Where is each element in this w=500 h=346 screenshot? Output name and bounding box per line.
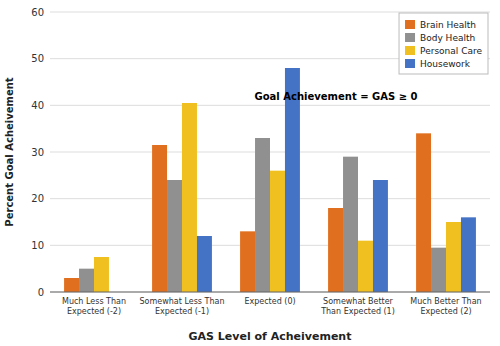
legend-label: Body Health xyxy=(420,33,475,43)
x-tick-label-line: Somewhat Better xyxy=(323,297,393,306)
bar xyxy=(255,138,270,292)
y-tick-label: 30 xyxy=(31,147,44,158)
x-tick-label-line: Than Expected (1) xyxy=(320,307,395,316)
legend-label: Housework xyxy=(420,59,471,69)
annotation: Goal Achievement = GAS ≥ 0 xyxy=(255,91,418,102)
bar xyxy=(416,133,431,292)
y-tick-label: 60 xyxy=(31,7,44,18)
legend-swatch xyxy=(405,33,415,42)
grid-line xyxy=(50,12,490,13)
bar xyxy=(182,103,197,292)
x-tick-label-line: Expected (2) xyxy=(420,307,471,316)
x-tick-label: Expected (0) xyxy=(244,297,295,306)
legend-swatch xyxy=(405,59,415,68)
y-tick-label: 0 xyxy=(38,287,44,298)
bar xyxy=(94,257,109,292)
bar xyxy=(373,180,388,292)
chart: 0 10 20 30 40 50 60 Much Less ThanExpected (-2)… xyxy=(0,0,500,346)
x-tick-label-line: Expected (0) xyxy=(244,297,295,306)
x-tick-label: Much Less ThanExpected (-2) xyxy=(62,297,126,316)
x-axis-line xyxy=(50,292,490,293)
x-tick-label: Somewhat BetterThan Expected (1) xyxy=(320,297,395,316)
legend-swatch xyxy=(405,46,415,55)
x-tick-label-line: Much Better Than xyxy=(410,297,481,306)
legend-label: Brain Health xyxy=(420,20,476,30)
bar xyxy=(285,68,300,292)
x-axis-label: GAS Level of Acheivement xyxy=(189,330,352,343)
bars xyxy=(64,68,476,292)
grid-line xyxy=(50,105,490,106)
bar xyxy=(167,180,182,292)
bar xyxy=(197,236,212,292)
x-tick-label-line: Expected (-1) xyxy=(155,307,209,316)
legend: Brain Health Body Health Personal Care Hous… xyxy=(399,13,488,74)
x-tick-label-line: Much Less Than xyxy=(62,297,126,306)
x-tick-label: Much Better ThanExpected (2) xyxy=(410,297,481,316)
bar xyxy=(270,171,285,292)
bar xyxy=(461,217,476,292)
bar xyxy=(343,157,358,292)
bar xyxy=(358,241,373,292)
y-tick-label: 20 xyxy=(31,193,44,204)
bar xyxy=(64,278,79,292)
y-tick-label: 50 xyxy=(31,53,44,64)
bar xyxy=(152,145,167,292)
legend-frame xyxy=(399,13,488,74)
grid-line xyxy=(50,292,490,293)
x-tick-label-line: Expected (-2) xyxy=(67,307,121,316)
bar xyxy=(431,248,446,292)
y-tick-label: 10 xyxy=(31,240,44,251)
x-tick-label: Somewhat Less ThanExpected (-1) xyxy=(140,297,225,316)
bar xyxy=(79,269,94,292)
bar xyxy=(240,231,255,292)
x-tick-label-line: Somewhat Less Than xyxy=(140,297,225,306)
y-tick-label: 40 xyxy=(31,100,44,111)
y-axis-label: Percent Goal Acheivement xyxy=(4,77,15,226)
bar xyxy=(328,208,343,292)
legend-label: Personal Care xyxy=(420,46,482,56)
legend-swatch xyxy=(405,20,415,29)
bar xyxy=(446,222,461,292)
